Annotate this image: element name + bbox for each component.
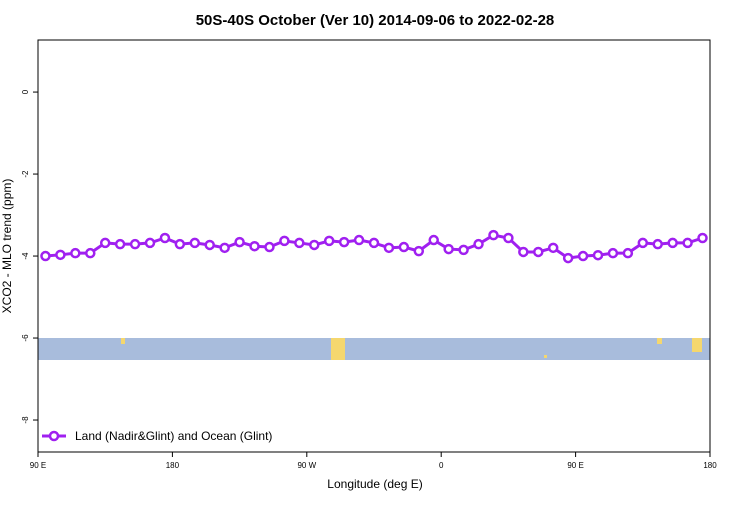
data-point [547, 242, 559, 254]
data-point [473, 238, 484, 250]
data-point [70, 247, 81, 259]
x-axis-label: Longitude (deg E) [327, 477, 422, 491]
data-point [577, 250, 589, 262]
land-patch [121, 338, 125, 344]
x-tick-label: 0 [439, 461, 444, 470]
land-patch [692, 338, 702, 352]
data-point [279, 235, 290, 247]
data-point [383, 242, 395, 254]
data-point [562, 252, 574, 264]
data-point [204, 239, 215, 251]
data-point [55, 249, 66, 261]
data-point [607, 247, 619, 259]
data-point [652, 238, 663, 250]
data-point [338, 236, 350, 248]
data-point [40, 250, 51, 262]
data-point [637, 237, 649, 249]
ocean-band [38, 338, 710, 360]
data-point [592, 249, 604, 261]
data-point [667, 237, 678, 249]
data-point [428, 234, 439, 246]
data-point [264, 241, 275, 253]
data-point [682, 237, 693, 249]
x-tick-label: 90 W [297, 461, 316, 470]
data-point [174, 238, 186, 250]
data-point [129, 238, 141, 250]
data-point [85, 247, 96, 259]
data-point [533, 246, 544, 258]
chart-title: 50S-40S October (Ver 10) 2014-09-06 to 2… [196, 12, 555, 29]
data-point [398, 241, 410, 253]
data-point [443, 243, 454, 255]
x-tick-label: 90 E [30, 461, 46, 470]
data-point [159, 232, 171, 244]
data-point [249, 240, 260, 252]
y-tick-label: -8 [21, 416, 30, 424]
land-patch [331, 338, 345, 360]
data-point [99, 237, 111, 249]
data-point [309, 239, 320, 251]
data-point [114, 238, 126, 250]
data-point [189, 237, 201, 249]
data-point [219, 242, 230, 254]
y-tick-label: -4 [21, 252, 30, 260]
data-point [458, 244, 469, 256]
land-patch [657, 338, 662, 344]
legend-label: Land (Nadir&Glint) and Ocean (Glint) [75, 429, 272, 443]
data-point [353, 234, 365, 246]
data-point [294, 237, 305, 249]
land-patch [544, 355, 547, 358]
data-point [503, 232, 514, 244]
y-tick-label: -6 [21, 334, 30, 342]
y-tick-label: 0 [21, 89, 30, 94]
data-point [488, 229, 499, 241]
x-tick-label: 180 [166, 461, 180, 470]
land-ocean-strip [38, 338, 710, 360]
x-tick-label: 90 E [567, 461, 583, 470]
data-point [413, 245, 425, 257]
data-point [234, 236, 245, 248]
data-point [697, 232, 708, 244]
plot-frame [37, 39, 711, 453]
data-point [518, 246, 529, 258]
data-point [368, 237, 380, 249]
y-tick-label: -2 [21, 170, 30, 178]
data-point [622, 247, 634, 259]
x-tick-label: 180 [703, 461, 717, 470]
y-axis-label: XCO2 - MLO trend (ppm) [0, 179, 14, 314]
data-point [144, 237, 156, 249]
data-point [323, 235, 335, 247]
legend-marker [48, 430, 60, 442]
